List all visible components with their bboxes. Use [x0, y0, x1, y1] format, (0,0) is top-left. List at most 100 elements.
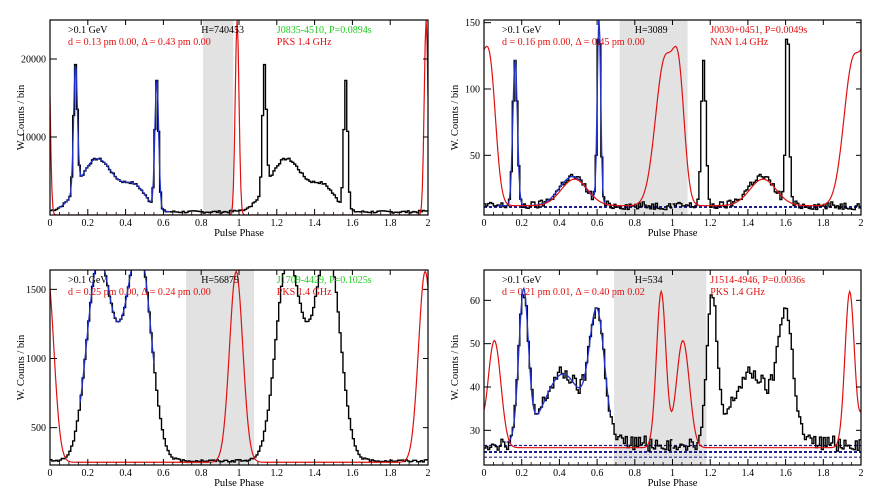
- radio-profile-curve: [50, 270, 428, 463]
- x-tick-label: 1.4: [308, 218, 321, 229]
- fit-curve: [58, 65, 171, 213]
- energy-label: >0.1 GeV: [502, 275, 542, 286]
- fit-parameters-label: d = 0.25 pm 0.00, Δ = 0.24 pm 0.00: [68, 287, 211, 298]
- chart-panel-top-right: 0 0.2 0.4 0.6 0.8 1 1.2 1.4 1.6 1.8 2 50 100 150 Pulse…: [450, 18, 864, 239]
- x-tick-label: 1.6: [779, 218, 792, 229]
- x-tick-label: 0: [482, 218, 487, 229]
- radio-profile-curve: [484, 289, 861, 449]
- y-tick-label: 50: [470, 151, 480, 162]
- y-tick-label: 150: [465, 18, 480, 29]
- x-tick-label: 0.6: [591, 218, 604, 229]
- x-tick-label: 0.6: [591, 468, 604, 479]
- x-tick-label: 0.4: [553, 218, 566, 229]
- x-tick-label: 0.4: [119, 218, 132, 229]
- plot-area: [50, 20, 428, 215]
- x-tick-label: 1.6: [346, 468, 359, 479]
- x-tick-label: 2: [426, 468, 431, 479]
- htest-label: H=740453: [201, 25, 244, 36]
- x-tick-label: 0.8: [629, 218, 642, 229]
- x-axis-title: Pulse Phase: [214, 478, 264, 489]
- x-axis-title: Pulse Phase: [648, 228, 698, 239]
- htest-label: H=3089: [635, 25, 668, 36]
- x-tick-label: 1.6: [346, 218, 359, 229]
- radio-survey-label: PKS 1.4 GHz: [277, 287, 332, 298]
- x-tick-label: 0.4: [119, 468, 132, 479]
- x-tick-label: 2: [426, 218, 431, 229]
- x-tick-label: 1.4: [742, 468, 755, 479]
- radio-profile-curve: [50, 20, 428, 215]
- y-tick-label: 10000: [21, 133, 46, 144]
- x-tick-label: 0.2: [515, 218, 528, 229]
- x-tick-label: 0.6: [157, 218, 170, 229]
- x-tick-label: 1.6: [779, 468, 792, 479]
- htest-label: H=56879: [201, 275, 239, 286]
- radio-survey-label: NAN 1.4 GHz: [710, 37, 769, 48]
- x-tick-label: 0.2: [82, 468, 95, 479]
- y-tick-label: 40: [470, 383, 480, 394]
- x-tick-label: 1: [670, 218, 675, 229]
- htest-label: H=534: [635, 275, 663, 286]
- x-tick-label: 2: [859, 218, 864, 229]
- y-axis-title: W. Counts / bin: [16, 84, 27, 150]
- x-tick-label: 1.2: [704, 218, 717, 229]
- energy-label: >0.1 GeV: [502, 25, 542, 36]
- y-axis-title: W. Counts / bin: [16, 334, 27, 400]
- x-tick-label: 0.4: [553, 468, 566, 479]
- y-tick-label: 500: [31, 423, 46, 434]
- plot-area: [484, 286, 861, 458]
- source-label: J1709-4429, P=0.1025s: [277, 275, 372, 286]
- x-tick-label: 0: [48, 218, 53, 229]
- fit-parameters-label: d = 0.16 pm 0.00, Δ = 0.45 pm 0.00: [502, 37, 645, 48]
- x-tick-label: 0: [482, 468, 487, 479]
- radio-profile-curve: [484, 45, 861, 207]
- energy-label: >0.1 GeV: [68, 25, 108, 36]
- chart-panel-top-left: 0 0.2 0.4 0.6 0.8 1 1.2 1.4 1.6 1.8 2 10000 20000 Pul…: [16, 19, 431, 239]
- x-axis-title: Pulse Phase: [214, 228, 264, 239]
- x-tick-label: 1.2: [271, 468, 284, 479]
- x-axis-title: Pulse Phase: [648, 478, 698, 489]
- energy-label: >0.1 GeV: [68, 275, 108, 286]
- x-tick-label: 1: [237, 468, 242, 479]
- x-tick-label: 1.4: [308, 468, 321, 479]
- fit-curve: [506, 286, 611, 443]
- x-tick-label: 2: [859, 468, 864, 479]
- source-label: J0835-4510, P=0.0894s: [277, 25, 372, 36]
- source-label: J1514-4946, P=0.0036s: [710, 275, 805, 286]
- chart-panel-bottom-right: 0 0.2 0.4 0.6 0.8 1 1.2 1.4 1.6 1.8 2 30 40 50 60 Pulse…: [450, 269, 864, 489]
- x-tick-label: 0.8: [195, 218, 208, 229]
- x-tick-label: 1.2: [704, 468, 717, 479]
- plot-area: [484, 20, 861, 211]
- x-tick-label: 0.8: [195, 468, 208, 479]
- off-pulse-region: [614, 270, 707, 465]
- x-tick-label: 1.8: [817, 468, 830, 479]
- y-tick-label: 30: [470, 426, 480, 437]
- y-axis-title: W. Counts / bin: [450, 84, 461, 150]
- x-tick-label: 1.8: [384, 468, 397, 479]
- off-pulse-region: [203, 20, 234, 215]
- x-tick-label: 1.4: [742, 218, 755, 229]
- x-tick-label: 1: [670, 468, 675, 479]
- x-tick-label: 1.2: [271, 218, 284, 229]
- y-tick-label: 20000: [21, 55, 46, 66]
- radio-survey-label: PKS 1.4 GHz: [277, 37, 332, 48]
- x-tick-label: 0: [48, 468, 53, 479]
- y-tick-label: 1000: [26, 354, 46, 365]
- x-tick-label: 0.6: [157, 468, 170, 479]
- fit-parameters-label: d = 0.21 pm 0.01, Δ = 0.40 pm 0.02: [502, 287, 645, 298]
- x-tick-label: 0.2: [515, 468, 528, 479]
- x-tick-label: 0.8: [629, 468, 642, 479]
- y-tick-label: 60: [470, 296, 480, 307]
- y-axis-title: W. Counts / bin: [450, 334, 461, 400]
- source-label: J0030+0451, P=0.0049s: [710, 25, 807, 36]
- off-pulse-region: [186, 270, 255, 465]
- x-tick-label: 1: [237, 218, 242, 229]
- off-pulse-region: [619, 20, 688, 215]
- chart-panel-bottom-left: 0 0.2 0.4 0.6 0.8 1 1.2 1.4 1.6 1.8 2 500 1000 1500 Pu…: [16, 269, 431, 489]
- y-tick-label: 100: [465, 84, 480, 95]
- x-tick-label: 0.2: [82, 218, 95, 229]
- y-tick-label: 50: [470, 339, 480, 350]
- fit-parameters-label: d = 0.13 pm 0.00, Δ = 0.43 pm 0.00: [68, 37, 211, 48]
- fit-curve: [79, 270, 155, 403]
